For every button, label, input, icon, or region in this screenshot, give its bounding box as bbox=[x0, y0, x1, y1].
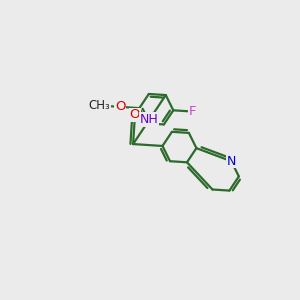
Text: CH₃: CH₃ bbox=[89, 99, 111, 112]
Text: O: O bbox=[130, 108, 140, 121]
Text: F: F bbox=[189, 105, 196, 118]
Text: NH: NH bbox=[140, 113, 159, 126]
Text: N: N bbox=[226, 155, 236, 168]
Text: O: O bbox=[115, 100, 125, 113]
